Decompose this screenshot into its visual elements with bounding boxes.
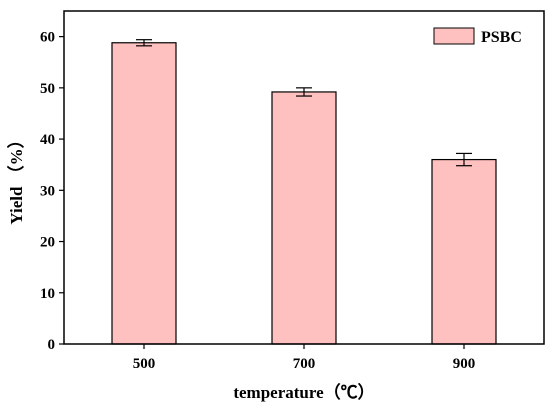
y-tick-label-40: 40 [40, 132, 55, 148]
x-axis-title: temperature（℃） [233, 382, 374, 402]
bar-500 [111, 42, 177, 345]
bar-900 [431, 158, 497, 345]
x-tick-label-700: 700 [293, 356, 316, 372]
error-bars-group [136, 39, 472, 167]
y-ticks-group: 0 10 20 30 40 50 60 [40, 30, 64, 353]
legend-label-psbc: PSBC [481, 29, 522, 46]
legend: PSBC [433, 27, 522, 46]
x-ticks-group: 500 700 900 [133, 344, 476, 372]
bar-700 [271, 91, 337, 345]
x-tick-label-900: 900 [453, 356, 476, 372]
x-tick-label-500: 500 [133, 356, 156, 372]
y-tick-label-10: 10 [40, 286, 55, 302]
y-tick-label-20: 20 [40, 235, 55, 251]
y-tick-label-0: 0 [48, 337, 56, 353]
y-tick-label-50: 50 [40, 81, 55, 97]
y-tick-label-60: 60 [40, 30, 55, 46]
legend-swatch-psbc [433, 27, 475, 45]
y-axis-title: Yield （%） [6, 131, 26, 224]
y-tick-label-30: 30 [40, 183, 55, 199]
